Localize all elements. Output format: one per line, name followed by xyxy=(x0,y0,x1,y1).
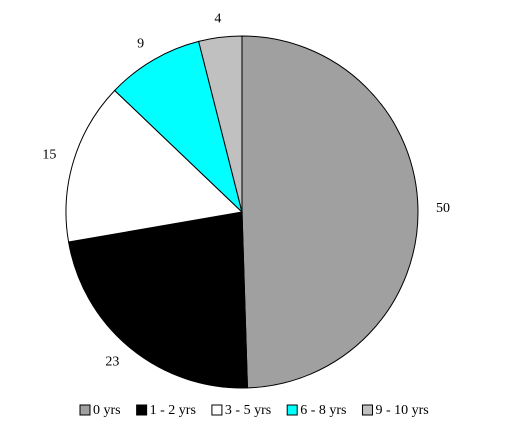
legend-swatch xyxy=(286,404,298,416)
data-label: 15 xyxy=(42,148,56,163)
data-label: 23 xyxy=(105,355,119,370)
legend-label: 0 yrs xyxy=(93,403,121,418)
legend-swatch xyxy=(79,404,91,416)
legend-swatch xyxy=(136,404,148,416)
pie-slice xyxy=(241,35,419,389)
pie-slice xyxy=(65,89,244,243)
data-label: 4 xyxy=(214,12,221,27)
pie-slice xyxy=(113,40,243,214)
legend-label: 3 - 5 yrs xyxy=(225,403,271,418)
legend-label: 1 - 2 yrs xyxy=(150,403,196,418)
legend-swatch xyxy=(211,404,223,416)
legend-swatch xyxy=(361,404,373,416)
pie-slice xyxy=(198,35,243,213)
data-label: 50 xyxy=(436,201,450,216)
legend-label: 6 - 8 yrs xyxy=(300,403,346,418)
data-label: 9 xyxy=(137,37,144,52)
legend-label: 9 - 10 yrs xyxy=(375,403,428,418)
pie-slice xyxy=(67,211,248,389)
